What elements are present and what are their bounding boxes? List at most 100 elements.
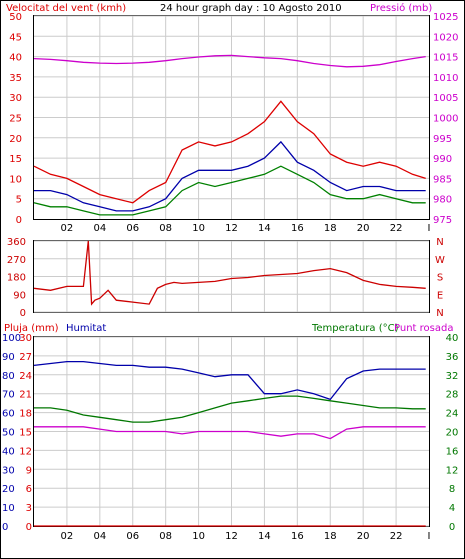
tick-label: 1000 [433, 114, 458, 125]
tick-label: 80 [2, 371, 15, 382]
tick-label: 08 [159, 223, 172, 234]
tick-label: 22 [390, 531, 403, 542]
tick-label: 0 [449, 522, 455, 533]
tick-label: 14 [258, 223, 271, 234]
tick-label: 21 [19, 390, 32, 401]
tick-label: 20 [357, 531, 370, 542]
tick-label: 1025 [433, 12, 458, 23]
tick-label: 18 [324, 531, 337, 542]
avg_blue-line [34, 140, 426, 212]
tick-label: 14 [258, 531, 271, 542]
tick-label: 22 [390, 223, 403, 234]
tick-label: 0 [20, 308, 26, 319]
tick-label: 40 [9, 53, 22, 64]
tick-label: I [428, 223, 431, 234]
tick-label: 25 [9, 114, 22, 125]
tick-label: 50 [9, 12, 22, 23]
tick-label: 0 [26, 522, 32, 533]
tick-label: 20 [446, 428, 459, 439]
tick-label: 02 [61, 223, 74, 234]
tick-label: 06 [126, 531, 139, 542]
tick-label: 30 [2, 465, 15, 476]
tick-label: 90 [13, 290, 26, 301]
tick-label: 5 [16, 195, 22, 206]
tick-label: I [428, 531, 431, 542]
tick-label: 20 [357, 223, 370, 234]
tick-label: 35 [9, 73, 22, 84]
pressure-axis-label: Pressió (mb) [370, 2, 432, 14]
chart-title: 24 hour graph day : 10 Agosto 2010 [160, 3, 342, 14]
tick-label: 20 [2, 484, 15, 495]
rain-axis-label: Pluja (mm) [4, 323, 59, 334]
tick-label: 70 [2, 390, 15, 401]
tick-label: 10 [192, 531, 205, 542]
gust_green-line [33, 165, 426, 216]
tick-label: 1020 [433, 32, 458, 43]
tick-label: 06 [126, 223, 139, 234]
tick-label: 24 [446, 409, 459, 420]
direction-line [33, 240, 426, 306]
tick-label: 30 [9, 93, 22, 104]
tick-label: 24 [19, 371, 32, 382]
tick-label: 12 [19, 446, 32, 457]
tick-label: 16 [291, 223, 304, 234]
tick-label: 40 [2, 446, 15, 457]
tick-label: 32 [446, 371, 459, 382]
tick-label: 16 [291, 531, 304, 542]
pressure-line [33, 54, 426, 68]
tick-label: 995 [433, 134, 452, 145]
tick-label: 975 [433, 215, 452, 226]
tick-label: 36 [446, 352, 459, 363]
humidity-axis-label: Humitat [66, 323, 106, 334]
tick-label: 04 [93, 223, 106, 234]
tick-label: 8 [449, 484, 455, 495]
tick-label: 3 [26, 503, 32, 514]
tick-label: 1015 [433, 53, 458, 64]
dewpoint-line [34, 426, 426, 440]
tick-label: 0 [2, 522, 8, 533]
temperature-axis-label: Temperatura (°C) [311, 323, 399, 334]
tick-label: 16 [446, 446, 459, 457]
tick-label: 10 [2, 503, 15, 514]
tick-label: 45 [9, 32, 22, 43]
tick-label: 12 [446, 465, 459, 476]
direction-label: S [437, 273, 443, 284]
direction-label: N [436, 308, 443, 319]
humidity-line [33, 360, 426, 401]
tick-label: 4 [449, 503, 455, 514]
tick-label: 100 [2, 333, 21, 344]
tick-label: 10 [9, 174, 22, 185]
tick-label: 1005 [433, 93, 458, 104]
tick-label: 10 [192, 223, 205, 234]
wind-axis-label: Velocitat del vent (kmh) [6, 3, 126, 14]
tick-label: 02 [61, 531, 74, 542]
wind-line [33, 100, 426, 204]
tick-label: 12 [225, 223, 238, 234]
dewpoint-axis-label: Punt rosada [394, 323, 453, 334]
direction-label: N [436, 237, 443, 248]
tick-label: 985 [433, 174, 452, 185]
temperature-line [34, 395, 426, 423]
tick-label: 1010 [433, 73, 458, 84]
tick-label: 27 [19, 352, 32, 363]
tick-label: 30 [19, 333, 32, 344]
tick-label: 04 [93, 531, 106, 542]
tick-label: 50 [2, 428, 15, 439]
tick-label: 15 [19, 428, 32, 439]
direction-label: W [435, 255, 445, 266]
tick-label: 270 [7, 255, 26, 266]
tick-label: 28 [446, 390, 459, 401]
tick-label: 18 [324, 223, 337, 234]
tick-label: 9 [26, 465, 32, 476]
tick-label: 18 [19, 409, 32, 420]
tick-label: 20 [9, 134, 22, 145]
tick-label: 12 [225, 531, 238, 542]
tick-label: 40 [446, 333, 459, 344]
tick-label: 360 [7, 237, 26, 248]
tick-label: 180 [7, 273, 26, 284]
tick-label: 980 [433, 195, 452, 206]
tick-label: 90 [2, 352, 15, 363]
tick-label: 6 [26, 484, 32, 495]
direction-label: E [437, 290, 443, 301]
